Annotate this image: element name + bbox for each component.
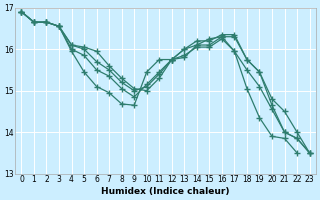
X-axis label: Humidex (Indice chaleur): Humidex (Indice chaleur): [101, 187, 230, 196]
